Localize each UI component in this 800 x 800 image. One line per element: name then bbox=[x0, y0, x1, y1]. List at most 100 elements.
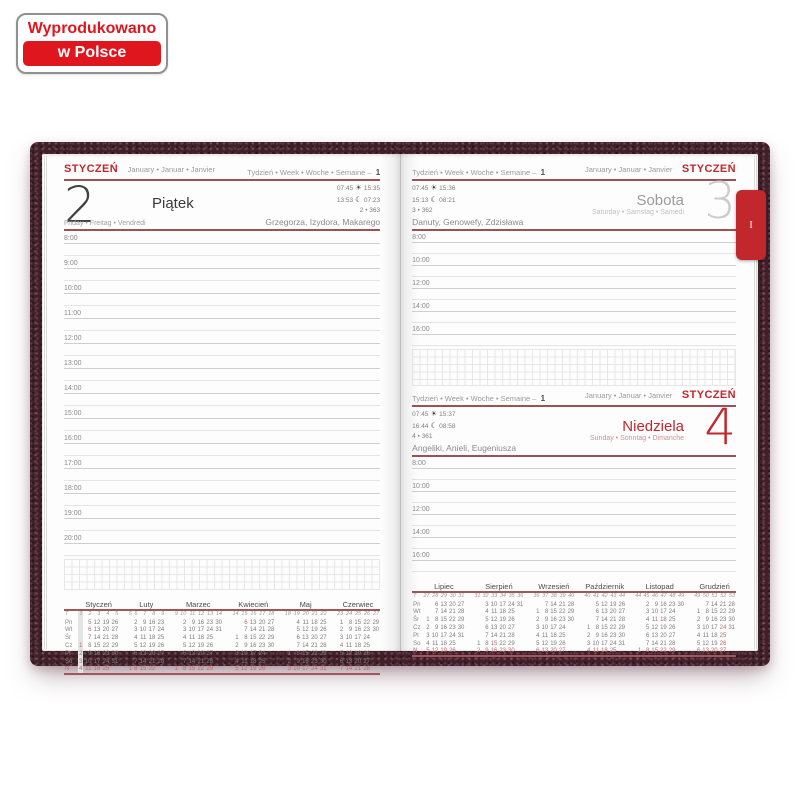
mini-calendar-table: Styczeń Luty Marzec Kwiecień Maj Czerwiec T 1 2 3… bbox=[64, 597, 381, 676]
day-number: 3 bbox=[704, 172, 736, 230]
name-days: Danuty, Genowefy, Zdzisława bbox=[412, 217, 524, 227]
day-name-translations: Sunday • Sonntag • Dimanche bbox=[589, 435, 684, 442]
page-edge-right bbox=[753, 156, 757, 649]
hour-row: 10:00 bbox=[412, 254, 736, 266]
mini-month-title: Maj bbox=[299, 599, 312, 609]
mini-month-title: Sierpień bbox=[485, 581, 513, 591]
badge-line2: w Polsce bbox=[23, 41, 161, 66]
hour-row: 12:00 bbox=[412, 503, 736, 515]
month-name-pl: STYCZEŃ bbox=[64, 163, 119, 175]
hour-row: 8:00 bbox=[412, 457, 736, 469]
half-hour-row bbox=[412, 335, 736, 346]
diary-book: STYCZEŃ January • Januar • Janvier Tydzi… bbox=[30, 142, 770, 676]
registry-tab-label: I bbox=[749, 219, 753, 231]
day-entry-saturday: 07:45 ☀ 15:36 15:13 ☾ 08:21 3 • 362 Sobota S… bbox=[412, 172, 736, 231]
hour-row: 16:00 bbox=[412, 323, 736, 335]
half-hour-row bbox=[412, 243, 736, 254]
sun-moon-times: 07:45 ☀ 15:37 16:44 ☾ 08:58 4 • 361 bbox=[412, 408, 455, 442]
day-name-block: Niedziela Sunday • Sonntag • Dimanche bbox=[590, 418, 684, 442]
sun-moon-times: 07:45 ☀ 15:35 13:53 ☾ 07:23 2 • 363 bbox=[337, 182, 380, 216]
month-name-translations: January • Januar • Janvier bbox=[585, 391, 673, 400]
section-header: Tydzień • Week • Woche • Semaine – 1 Jan… bbox=[412, 163, 736, 181]
week-number: 1 bbox=[540, 394, 546, 403]
hour-row: 16:00 bbox=[412, 549, 736, 561]
hour-ruling: 8:00 10:00 12:00 14:00 16:00 bbox=[412, 457, 736, 572]
hour-row: 8:00 bbox=[64, 231, 381, 244]
section-sunday: Tydzień • Week • Woche • Semaine – 1 Jan… bbox=[412, 389, 736, 572]
month-name-translations: January • Januar • Janvier bbox=[127, 165, 215, 174]
day-name: Niedziela bbox=[622, 418, 684, 435]
month-registry-tab: I bbox=[736, 190, 766, 260]
day-of-year: 2 • 363 bbox=[359, 207, 381, 215]
hour-row: 14:00 bbox=[412, 300, 736, 312]
hour-row: 10:00 bbox=[64, 281, 381, 294]
hour-ruling: 8:00 10:00 12:00 14:00 16:00 bbox=[412, 231, 736, 346]
mini-month-title: Styczeń bbox=[85, 599, 112, 609]
open-pages: STYCZEŃ January • Januar • Janvier Tydzi… bbox=[42, 154, 758, 676]
hour-row: 11:00 bbox=[64, 306, 381, 319]
page-edge-left bbox=[43, 156, 47, 649]
week-header: Tydzień • Week • Woche • Semaine – 1 bbox=[412, 394, 546, 403]
half-hour-row bbox=[64, 544, 381, 556]
right-page: Tydzień • Week • Woche • Semaine – 1 Jan… bbox=[396, 154, 758, 658]
day-of-year: 4 • 361 bbox=[412, 433, 433, 441]
sun-moon-times: 07:45 ☀ 15:36 15:13 ☾ 08:21 3 • 362 bbox=[412, 182, 455, 216]
month-header: STYCZEŃ January • Januar • Janvier bbox=[64, 159, 215, 177]
name-days: Angeliki, Anieli, Eugeniusza bbox=[412, 443, 517, 453]
day-entry-friday: 2 Piątek Friday • Freitag • Vendredi 07:… bbox=[64, 176, 381, 234]
mini-month-title: Luty bbox=[139, 599, 154, 609]
hour-row: 17:00 bbox=[64, 456, 381, 469]
half-hour-row bbox=[64, 469, 381, 481]
sun-times: 07:45 ☀ 15:35 bbox=[336, 183, 381, 192]
day-name: Piątek bbox=[152, 195, 194, 212]
mini-calendar-jul-dec: Lipiec Sierpień Wrzesień Październik Listopa… bbox=[412, 579, 736, 658]
half-hour-row bbox=[64, 519, 381, 531]
hour-row: 15:00 bbox=[64, 406, 381, 419]
mini-calendar-table: Lipiec Sierpień Wrzesień Październik Listopa… bbox=[412, 579, 736, 658]
moon-icon: ☾ bbox=[430, 195, 438, 205]
half-hour-row bbox=[64, 294, 381, 306]
month-name-pl: STYCZEŃ bbox=[681, 163, 736, 175]
day-name-translations: Saturday • Samstag • Samedi bbox=[591, 209, 684, 216]
hour-row: 14:00 bbox=[412, 526, 736, 538]
day-of-year: 3 • 362 bbox=[412, 207, 433, 215]
half-hour-row bbox=[64, 344, 381, 356]
mini-month-title: Listopad bbox=[645, 581, 674, 591]
moon-icon: ☾ bbox=[355, 195, 362, 205]
hour-row: 19:00 bbox=[64, 506, 381, 519]
half-hour-row bbox=[412, 469, 736, 480]
half-hour-row bbox=[64, 269, 381, 281]
hour-row: 10:00 bbox=[412, 480, 736, 492]
sun-icon: ☀ bbox=[355, 183, 362, 192]
half-hour-row bbox=[64, 494, 381, 506]
moon-icon: ☾ bbox=[430, 421, 438, 431]
week-header: Tydzień • Week • Woche • Semaine – 1 bbox=[247, 168, 381, 177]
half-hour-row bbox=[64, 369, 381, 381]
section-saturday: Tydzień • Week • Woche • Semaine – 1 Jan… bbox=[412, 163, 736, 386]
moon-times: 16:44 ☾ 08:58 bbox=[412, 421, 456, 431]
day-number: 2 bbox=[64, 176, 96, 234]
half-hour-row bbox=[64, 444, 381, 456]
half-hour-row bbox=[412, 492, 736, 503]
badge-line1: Wyprodukowano bbox=[27, 20, 157, 37]
left-page-header: STYCZEŃ January • Januar • Janvier Tydzi… bbox=[64, 163, 381, 181]
hour-row: 12:00 bbox=[64, 331, 381, 344]
half-hour-row bbox=[64, 394, 381, 406]
hour-row: 18:00 bbox=[64, 481, 381, 494]
half-hour-row bbox=[412, 515, 736, 526]
moon-times: 13:53 ☾ 07:23 bbox=[336, 195, 381, 205]
moon-times: 15:13 ☾ 08:21 bbox=[412, 195, 456, 205]
squared-grid bbox=[412, 349, 736, 386]
hour-row: 12:00 bbox=[412, 277, 736, 289]
half-hour-row bbox=[412, 266, 736, 277]
mini-calendar-jan-jun: Styczeń Luty Marzec Kwiecień Maj Czerwiec T 1 2 3… bbox=[64, 597, 381, 676]
hour-row: 8:00 bbox=[412, 231, 736, 243]
half-hour-row bbox=[412, 538, 736, 549]
left-page: STYCZEŃ January • Januar • Janvier Tydzi… bbox=[42, 154, 396, 676]
month-name-pl: STYCZEŃ bbox=[681, 389, 736, 401]
hour-ruling: 8:00 9:00 10:00 11:00 12:00 13:00 14:00 15:00 16… bbox=[64, 231, 381, 556]
week-number: 1 bbox=[375, 168, 381, 177]
mini-month-title: Wrzesień bbox=[538, 581, 570, 591]
day-name: Sobota bbox=[636, 192, 684, 209]
hour-row: 20:00 bbox=[64, 531, 381, 544]
